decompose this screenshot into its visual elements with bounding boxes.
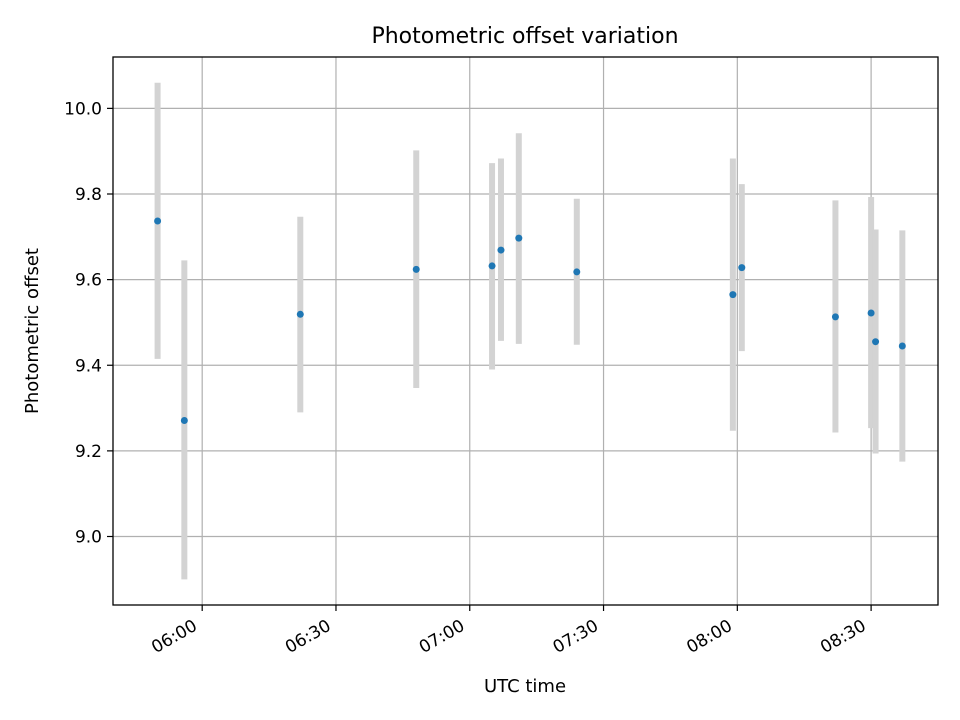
data-points: [154, 217, 906, 424]
data-point: [488, 262, 496, 270]
data-point: [515, 234, 523, 242]
data-point: [867, 309, 875, 317]
y-axis-label: Photometric offset: [22, 248, 43, 414]
data-point: [180, 416, 188, 424]
y-tick-label: 9.2: [75, 442, 102, 462]
data-point: [296, 310, 304, 318]
y-tick-label: 9.6: [75, 271, 102, 291]
y-tick-label: 10.0: [64, 99, 102, 119]
plot-area-frame: [112, 56, 939, 606]
data-point: [729, 291, 737, 299]
data-point: [497, 246, 505, 254]
data-point: [898, 342, 906, 350]
x-axis-label: UTC time: [484, 676, 566, 697]
y-tick-label: 9.0: [75, 528, 102, 548]
data-point: [872, 338, 880, 346]
y-axis-ticks: 9.0 9.2 9.4 9.6 9.8 10.0: [64, 99, 113, 548]
chart-title: Photometric offset variation: [371, 24, 678, 49]
data-point: [831, 313, 839, 321]
data-point: [154, 217, 162, 225]
data-point: [738, 264, 746, 272]
y-tick-label: 9.4: [75, 356, 102, 376]
y-tick-label: 9.8: [75, 185, 102, 205]
data-point: [412, 265, 420, 273]
grid: [113, 57, 938, 605]
data-point: [573, 268, 581, 276]
